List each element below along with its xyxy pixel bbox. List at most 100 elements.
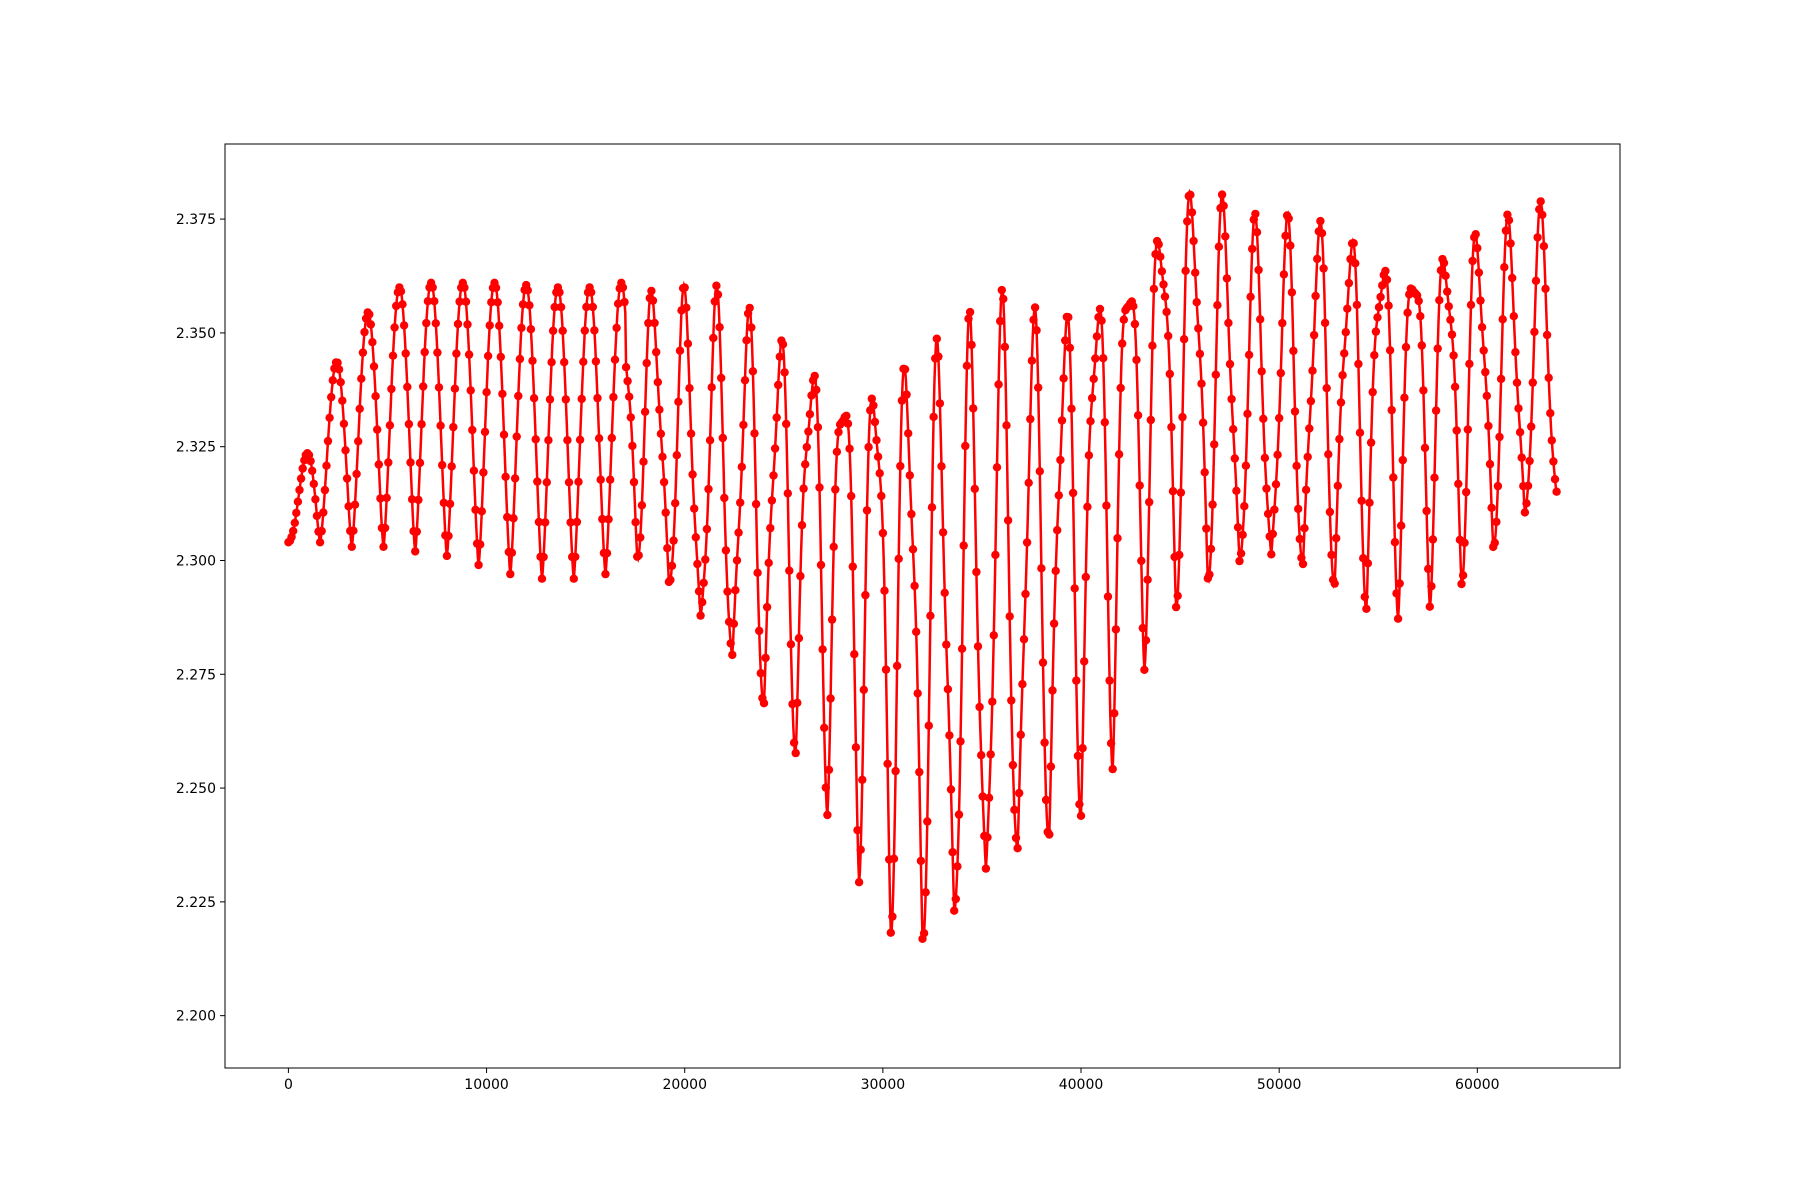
data-point [347,542,356,551]
data-point [916,856,926,866]
data-point [1363,559,1373,568]
data-point [1420,443,1430,453]
data-point [344,502,353,511]
data-point [870,417,880,427]
data-point [954,810,964,819]
data-point [694,587,704,596]
data-point [1214,242,1224,251]
data-point [1016,730,1025,739]
data-point [411,547,420,556]
y-tick-label: 2.225 [176,895,216,911]
data-point [748,367,758,376]
data-point [650,318,659,328]
data-point [1032,326,1041,335]
data-point [877,491,886,501]
data-point [555,288,564,297]
y-tick-label: 2.200 [176,1009,216,1025]
data-point [826,694,835,703]
data-point [477,507,486,516]
data-point [1130,319,1140,329]
data-point [474,560,483,570]
data-point [769,471,778,480]
data-point [1441,271,1450,280]
data-point [669,536,678,545]
data-point [690,504,699,513]
data-point [688,470,697,479]
data-point [350,500,360,509]
data-point [1045,830,1054,839]
data-point [853,826,862,835]
data-point [1397,521,1406,530]
data-point [1221,232,1230,241]
data-point [439,498,448,507]
data-point [1509,312,1519,321]
data-point [867,394,876,403]
data-point [1366,438,1376,447]
data-point [983,833,992,842]
data-point [382,493,391,502]
data-point [984,793,994,802]
data-point [959,541,968,550]
data-point [621,363,631,372]
data-point [1133,411,1143,420]
data-point [1431,406,1441,415]
data-point [1008,760,1018,770]
data-point [821,783,830,792]
data-point [815,483,824,492]
data-point [1162,307,1171,317]
data-point [1533,233,1542,242]
data-point [1335,434,1344,444]
data-point [832,447,842,456]
data-point [1224,318,1233,328]
data-point [1294,504,1303,514]
data-point [1352,300,1362,310]
data-point [468,425,477,435]
data-point [902,390,911,399]
data-point [1492,517,1501,527]
data-point [880,586,889,595]
data-point [851,743,861,752]
data-point [1011,833,1021,843]
data-point [1435,296,1444,305]
data-point [1479,346,1488,355]
x-tick-label: 50000 [1257,1077,1302,1093]
data-point [1500,263,1509,272]
data-point [572,517,582,527]
data-point [889,854,899,863]
data-point [412,527,421,536]
data-point [1236,549,1246,558]
data-point [376,494,385,503]
data-point [710,297,719,306]
data-point [1295,534,1305,544]
data-point [1108,764,1117,774]
data-point [327,392,336,402]
data-point [493,298,502,307]
data-point [1202,524,1211,533]
data-point [856,845,865,854]
data-point [913,689,922,698]
data-point [403,382,412,392]
data-point [962,361,972,370]
data-point [1454,479,1463,489]
data-point [892,661,902,671]
data-point [1135,481,1144,490]
data-point [1303,452,1312,462]
data-point [564,478,574,487]
data-point [1160,292,1170,301]
data-point [507,548,517,557]
data-point [396,287,406,296]
data-point [1528,378,1538,387]
data-point [514,391,523,401]
data-point [740,376,750,385]
data-point [698,598,707,607]
plot-frame [224,143,1621,1069]
data-point [398,300,407,309]
data-point [653,378,662,387]
data-point [693,559,702,569]
data-point [1021,589,1030,599]
data-point [1330,579,1339,588]
data-point [558,326,567,335]
data-point [1251,209,1260,219]
data-point [994,380,1003,389]
data-point [604,515,613,524]
